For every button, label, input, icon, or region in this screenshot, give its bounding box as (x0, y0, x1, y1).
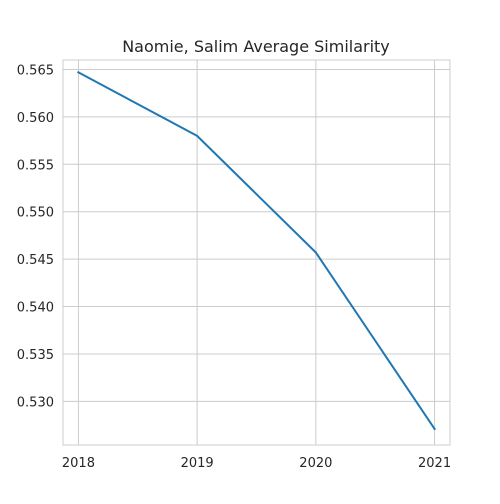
data-point (433, 427, 436, 430)
plot-area-frame (62, 59, 451, 446)
x-tick-label: 2020 (299, 456, 332, 471)
x-tick-label: 2021 (418, 456, 451, 471)
y-tick-label: 0.540 (17, 301, 54, 316)
y-tick-label: 0.545 (17, 253, 54, 268)
y-tick-label: 0.565 (17, 63, 54, 78)
x-tick-labels: 2018 2019 2020 2021 (62, 456, 451, 471)
y-tick-label: 0.550 (17, 206, 54, 221)
data-point (196, 134, 199, 137)
y-tick-labels: 0.530 0.535 0.540 0.545 0.550 0.555 0.560 0.565 (17, 63, 54, 410)
y-tick-label: 0.530 (17, 395, 54, 410)
y-tick-label: 0.535 (17, 348, 54, 363)
y-tick-label: 0.560 (17, 111, 54, 126)
chart-title: Naomie, Salim Average Similarity (122, 37, 390, 56)
y-tick-label: 0.555 (17, 158, 54, 173)
data-point (314, 251, 317, 254)
series-layer (77, 70, 436, 431)
x-tick-label: 2018 (62, 456, 95, 471)
data-point (77, 71, 80, 74)
series-line (77, 70, 436, 431)
grid-layer (63, 60, 450, 445)
x-tick-label: 2019 (181, 456, 214, 471)
